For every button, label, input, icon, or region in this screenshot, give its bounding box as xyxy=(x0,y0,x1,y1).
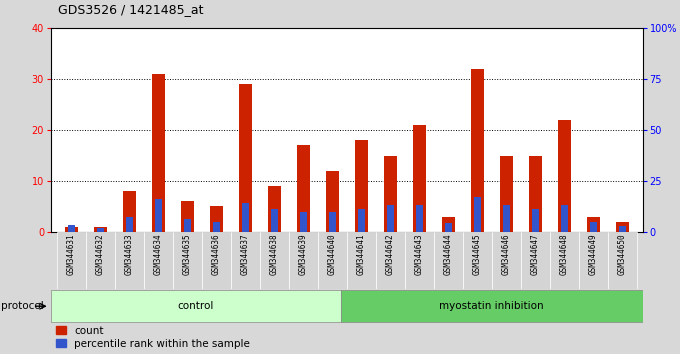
Bar xyxy=(154,199,162,232)
Bar xyxy=(268,186,281,232)
Text: GSM344636: GSM344636 xyxy=(211,234,221,275)
Bar xyxy=(503,205,510,232)
Bar xyxy=(97,228,104,232)
Text: GSM344644: GSM344644 xyxy=(444,234,453,275)
Text: myostatin inhibition: myostatin inhibition xyxy=(439,301,544,311)
Text: GSM344634: GSM344634 xyxy=(154,234,163,275)
Bar xyxy=(619,226,626,232)
Bar xyxy=(184,219,191,232)
Bar xyxy=(376,232,405,289)
Bar xyxy=(341,290,643,322)
Bar xyxy=(126,217,133,232)
Bar xyxy=(115,232,143,289)
Bar xyxy=(68,225,75,232)
Bar xyxy=(326,171,339,232)
Text: GSM344647: GSM344647 xyxy=(531,234,540,275)
Bar xyxy=(463,232,492,289)
Bar xyxy=(434,232,463,289)
Bar xyxy=(500,155,513,232)
Text: protocol: protocol xyxy=(1,301,44,311)
Bar xyxy=(616,222,629,232)
Bar xyxy=(387,205,394,232)
Bar xyxy=(123,191,136,232)
Bar xyxy=(590,222,597,232)
Text: GSM344637: GSM344637 xyxy=(241,234,250,275)
Bar xyxy=(143,232,173,289)
Text: GSM344638: GSM344638 xyxy=(270,234,279,275)
Text: GSM344650: GSM344650 xyxy=(618,234,627,275)
Bar xyxy=(57,232,86,289)
Bar xyxy=(289,232,318,289)
Text: GDS3526 / 1421485_at: GDS3526 / 1421485_at xyxy=(58,3,203,16)
Bar xyxy=(300,212,307,232)
Text: GSM344643: GSM344643 xyxy=(415,234,424,275)
Text: GSM344645: GSM344645 xyxy=(473,234,482,275)
Bar xyxy=(271,210,278,232)
Text: GSM344649: GSM344649 xyxy=(589,234,598,275)
Bar xyxy=(561,205,568,232)
Bar xyxy=(239,84,252,232)
Bar xyxy=(173,232,202,289)
Bar xyxy=(347,232,376,289)
Bar xyxy=(415,205,423,232)
Bar xyxy=(86,232,115,289)
Legend: count, percentile rank within the sample: count, percentile rank within the sample xyxy=(56,326,250,349)
Text: GSM344646: GSM344646 xyxy=(502,234,511,275)
Text: GSM344642: GSM344642 xyxy=(386,234,395,275)
Bar xyxy=(213,222,220,232)
Bar xyxy=(181,201,194,232)
Bar xyxy=(355,140,368,232)
Bar xyxy=(65,227,78,232)
Bar xyxy=(532,210,539,232)
Text: GSM344632: GSM344632 xyxy=(96,234,105,275)
Bar xyxy=(328,212,336,232)
Text: GSM344641: GSM344641 xyxy=(357,234,366,275)
Bar xyxy=(296,145,310,232)
Bar xyxy=(51,290,341,322)
Bar xyxy=(445,223,452,232)
Bar xyxy=(241,203,249,232)
Bar xyxy=(384,155,397,232)
Bar xyxy=(358,210,365,232)
Bar xyxy=(558,120,571,232)
Bar xyxy=(471,69,484,232)
Text: GSM344639: GSM344639 xyxy=(299,234,308,275)
Bar xyxy=(579,232,608,289)
Bar xyxy=(94,227,107,232)
Text: control: control xyxy=(177,301,214,311)
Bar xyxy=(587,217,600,232)
Bar xyxy=(209,206,223,232)
Bar xyxy=(550,232,579,289)
Text: GSM344648: GSM344648 xyxy=(560,234,568,275)
Text: GSM344631: GSM344631 xyxy=(67,234,75,275)
Bar xyxy=(202,232,231,289)
Bar xyxy=(442,217,455,232)
Text: GSM344635: GSM344635 xyxy=(183,234,192,275)
Bar xyxy=(608,232,636,289)
Bar xyxy=(521,232,550,289)
Text: GSM344633: GSM344633 xyxy=(125,234,134,275)
Text: GSM344640: GSM344640 xyxy=(328,234,337,275)
Bar xyxy=(231,232,260,289)
Bar xyxy=(260,232,289,289)
Bar xyxy=(318,232,347,289)
Bar xyxy=(529,155,542,232)
Bar xyxy=(413,125,426,232)
Bar xyxy=(405,232,434,289)
Bar xyxy=(492,232,521,289)
Bar xyxy=(474,197,481,232)
Bar xyxy=(152,74,165,232)
